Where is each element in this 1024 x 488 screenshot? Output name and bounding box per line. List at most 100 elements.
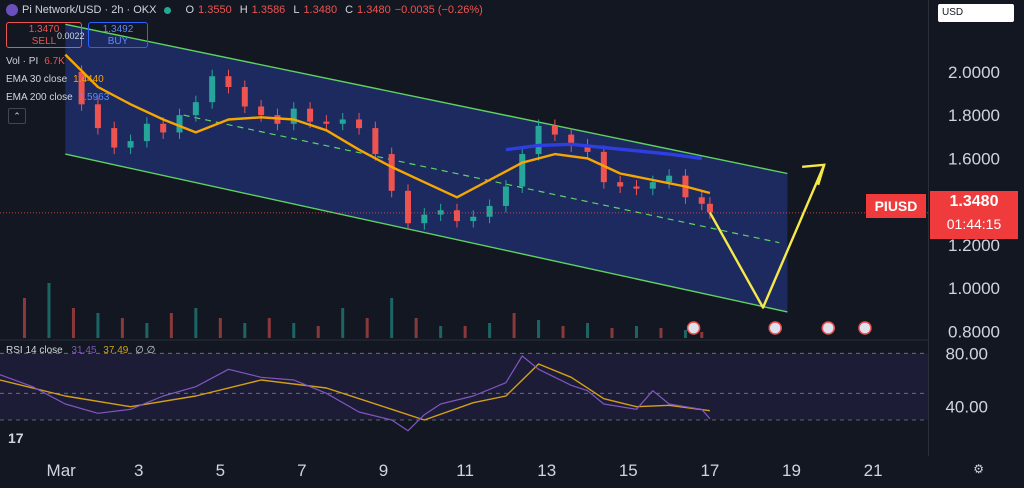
candle-body [339, 119, 346, 124]
candle-body [111, 128, 118, 148]
candle-body [649, 182, 656, 189]
open-value: 1.3550 [198, 4, 232, 16]
volume-bar [610, 328, 614, 338]
candle-body [698, 197, 705, 204]
candle-body [209, 76, 216, 103]
volume-bar [169, 313, 173, 338]
collapse-indicators-icon[interactable]: ⌃ [8, 108, 26, 124]
indicator-volume[interactable]: Vol · PI 6.7K [6, 56, 65, 67]
candle-body [486, 205, 493, 217]
candle-body [78, 71, 85, 105]
rsi-tick-label: 40.00 [945, 398, 988, 417]
time-tick-label: 13 [537, 461, 556, 480]
sell-price: 1.3470 [28, 24, 60, 35]
candle-body [633, 186, 640, 189]
ema30-line [64, 53, 711, 199]
volume-bar [683, 330, 687, 338]
channel-fill [65, 24, 788, 312]
economic-event-icon [686, 321, 701, 335]
time-tick-label: 15 [619, 461, 638, 480]
change-value: −0.0035 (−0.26%) [394, 4, 483, 16]
indicator-ema30[interactable]: EMA 30 close 1.4440 [6, 74, 104, 85]
candle-body [225, 76, 232, 88]
low-label: L [293, 4, 300, 16]
candle-body [356, 119, 363, 129]
rsi-levels: ∅ ∅ [135, 345, 156, 356]
volume-bar [145, 323, 149, 338]
volume-bar [22, 298, 26, 338]
settings-icon[interactable]: ⚙ [973, 462, 984, 476]
candle-body [519, 154, 526, 187]
volume-bar [194, 308, 198, 338]
bar-countdown: 01:44:15 [946, 216, 1002, 232]
rsi-band [0, 353, 928, 420]
buy-button[interactable]: 1.3492 BUY [88, 22, 148, 48]
candle-body [160, 123, 167, 133]
volume-bar [365, 318, 369, 338]
time-tick-label: 11 [456, 461, 474, 480]
indicator-ema30-value: 1.4440 [73, 74, 104, 85]
volume-bar [700, 332, 704, 338]
rsi-value: 31.45 [71, 345, 97, 356]
candle-body [405, 190, 411, 224]
candle-body [617, 182, 624, 187]
volume-bar [537, 320, 541, 338]
indicator-ema200[interactable]: EMA 200 close 1.5963 [6, 92, 109, 103]
candle-body [706, 203, 713, 213]
candle-body [241, 87, 248, 107]
volume-bar [267, 318, 271, 338]
volume-bar [120, 318, 124, 338]
rsi-ma-line [0, 363, 710, 421]
tradingview-logo-icon: 17 [8, 430, 24, 446]
time-tick-label: 17 [700, 461, 719, 480]
channel-mid-line [183, 114, 780, 244]
buy-price: 1.3492 [102, 24, 134, 35]
candle-body [94, 104, 101, 129]
channel-upper-line [65, 23, 788, 175]
sell-button[interactable]: 1.3470 SELL [6, 22, 82, 48]
last-price: 1.3480 [949, 193, 999, 210]
volume-bar [634, 326, 638, 338]
economic-event-icon [858, 321, 872, 335]
candle-body [323, 121, 330, 124]
volume-bar [463, 326, 467, 338]
rsi-name: RSI 14 close [6, 345, 63, 356]
candle-body [453, 210, 460, 222]
volume-bar [414, 318, 418, 338]
ema200-line [505, 142, 703, 161]
volume-bar [243, 323, 247, 338]
price-tick-label: 1.8000 [948, 106, 1000, 125]
candle-body [470, 216, 477, 222]
symbol-title[interactable]: Pi Network/USD · 2h · OKX [22, 4, 157, 16]
candle-body [258, 106, 265, 116]
symbol-logo-icon [6, 4, 18, 16]
indicator-ema30-name: EMA 30 close [6, 74, 68, 85]
volume-bar [512, 313, 516, 338]
high-label: H [239, 4, 248, 16]
time-tick-label: 3 [134, 461, 143, 480]
buy-label: BUY [107, 36, 129, 47]
price-tick-label: 1.0000 [948, 279, 1000, 298]
volume-bar [586, 323, 590, 338]
price-tick-label: 2.0000 [948, 63, 1000, 82]
volume-bar [96, 313, 100, 338]
high-value: 1.3586 [251, 4, 286, 16]
close-value: 1.3480 [357, 4, 391, 16]
volume-bar [292, 323, 296, 338]
candle-body [192, 102, 199, 116]
candle-body [584, 145, 591, 152]
rsi-line [0, 355, 711, 432]
candle-body [551, 125, 558, 135]
market-status-icon [164, 6, 172, 14]
indicator-ema200-name: EMA 200 close [6, 92, 73, 103]
currency-select[interactable]: USD [938, 4, 1014, 22]
price-tick-label: 1.2000 [948, 236, 1000, 255]
volume-bar [659, 328, 663, 338]
rsi-legend[interactable]: RSI 14 close 31.45 37.49 ∅ ∅ [6, 345, 155, 356]
time-tick-label: 21 [864, 461, 883, 480]
projection-arrowhead [802, 163, 826, 186]
indicator-volume-value: 6.7K [44, 56, 65, 67]
volume-bar [390, 298, 394, 338]
candle-body [143, 123, 150, 142]
